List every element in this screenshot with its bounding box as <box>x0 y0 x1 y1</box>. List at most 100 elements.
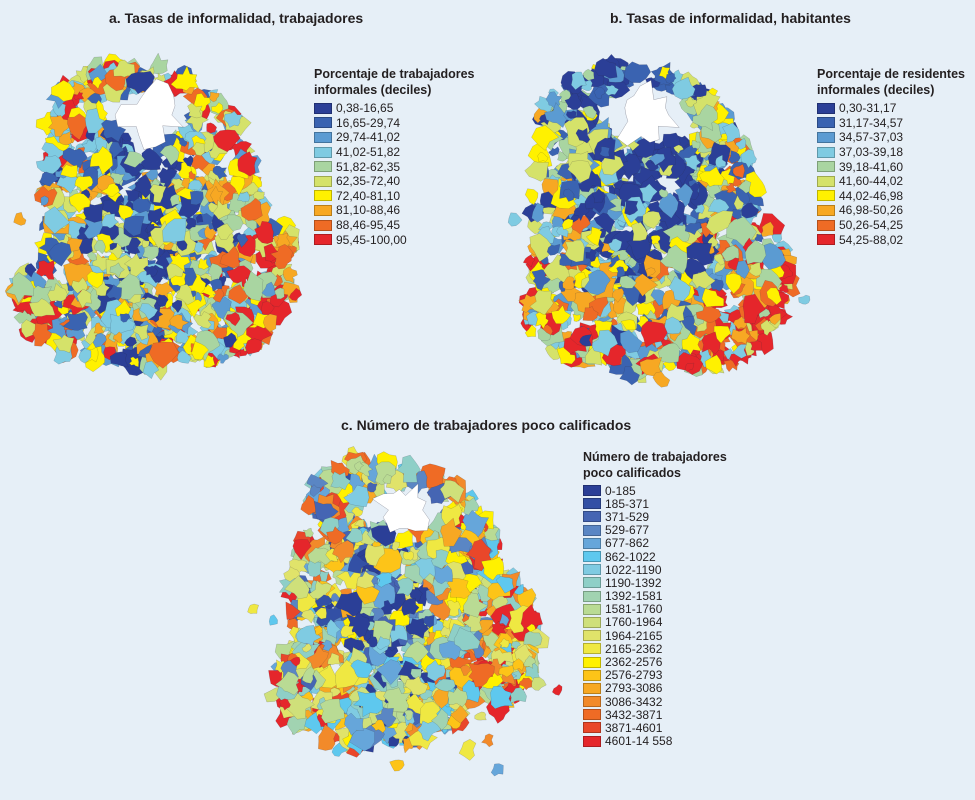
map-polygon <box>155 294 169 307</box>
legend-title-line: Porcentaje de trabajadores <box>314 67 475 81</box>
map-polygon <box>28 298 56 317</box>
map-polygon <box>658 188 669 198</box>
panel-b-legend: Porcentaje de residentes informales (deci… <box>817 66 965 247</box>
map-polygon <box>619 275 637 289</box>
map-polygon <box>524 324 537 338</box>
map-polygon <box>245 338 262 355</box>
map-polygon <box>758 308 771 319</box>
map-polygon <box>563 188 575 202</box>
map-polygon <box>152 282 175 301</box>
map-polygon <box>439 480 465 504</box>
map-polygon <box>619 329 643 354</box>
map-polygon <box>450 704 469 724</box>
map-polygon <box>198 258 210 271</box>
map-polygon <box>370 719 386 733</box>
map-polygon <box>174 284 195 306</box>
map-polygon <box>92 76 103 90</box>
map-polygon <box>228 284 250 305</box>
legend-label: 2576-2793 <box>605 668 663 683</box>
legend-label: 1760-1964 <box>605 615 663 630</box>
map-polygon <box>551 304 571 324</box>
legend-swatch <box>583 577 601 589</box>
map-hole <box>114 78 184 150</box>
map-polygon <box>658 220 669 231</box>
map-polygon <box>93 239 106 255</box>
legend-item: 44,02-46,98 <box>817 189 965 204</box>
panel-c-map <box>247 446 563 777</box>
map-polygon <box>552 684 563 696</box>
legend-item: 185-371 <box>583 497 727 511</box>
legend-label: 3871-4601 <box>605 720 663 735</box>
map-polygon <box>593 212 616 235</box>
legend-item: 2362-2576 <box>583 655 727 670</box>
map-polygon <box>431 708 449 731</box>
map-polygon <box>673 144 685 154</box>
map-polygon <box>225 312 241 327</box>
map-polygon <box>531 676 547 691</box>
map-polygon <box>285 601 301 620</box>
map-polygon <box>572 313 581 322</box>
map-polygon <box>83 202 104 223</box>
map-polygon <box>356 570 375 589</box>
map-polygon <box>345 527 363 543</box>
map-polygon <box>159 144 180 166</box>
map-polygon <box>353 691 384 718</box>
map-polygon <box>282 266 298 284</box>
map-polygon <box>401 597 420 616</box>
map-polygon <box>236 191 250 203</box>
map-polygon <box>292 539 312 561</box>
map-polygon <box>640 320 668 348</box>
map-polygon <box>162 218 187 243</box>
map-polygon <box>240 197 263 221</box>
map-polygon <box>582 306 599 321</box>
legend-label: 62,35-72,40 <box>336 174 401 189</box>
map-polygon <box>522 254 536 268</box>
map-polygon <box>67 113 89 141</box>
legend-swatch <box>817 219 835 231</box>
map-polygon <box>623 61 651 83</box>
map-polygon <box>193 311 212 329</box>
map-polygon <box>624 199 639 216</box>
legend-swatch <box>314 219 332 231</box>
map-polygon <box>252 191 265 201</box>
map-polygon <box>430 549 452 570</box>
map-polygon <box>676 351 704 375</box>
map-polygon <box>89 146 114 176</box>
legend-item: 4601-14 558 <box>583 734 727 748</box>
legend-title-line: informales (deciles) <box>314 83 432 97</box>
map-polygon <box>498 637 510 649</box>
map-polygon <box>650 235 661 245</box>
legend-label: 2793-3086 <box>605 681 663 696</box>
map-polygon <box>694 204 705 214</box>
map-polygon <box>194 291 203 302</box>
map-polygon <box>642 210 662 229</box>
legend-swatch <box>583 656 601 668</box>
legend-item: 54,25-88,02 <box>817 232 965 247</box>
map-polygon <box>798 294 811 305</box>
map-polygon <box>575 127 591 144</box>
map-polygon <box>88 63 108 83</box>
legend-swatch <box>583 696 601 708</box>
map-polygon <box>229 175 246 197</box>
map-polygon <box>710 278 724 292</box>
map-polygon <box>698 166 725 187</box>
map-polygon <box>86 271 104 289</box>
map-polygon <box>491 620 507 637</box>
map-polygon <box>78 348 92 364</box>
map-polygons <box>507 54 811 388</box>
map-polygon <box>219 245 240 269</box>
legend-swatch <box>583 564 601 576</box>
map-polygon <box>402 640 429 664</box>
legend-title: Número de trabajadores poco calificados <box>583 449 727 481</box>
legend-swatch <box>314 204 332 216</box>
map-polygon <box>759 221 774 237</box>
legend-label: 2165-2362 <box>605 641 663 656</box>
legend-item: 31,17-34,57 <box>817 116 965 131</box>
map-polygon <box>209 278 223 292</box>
legend-label: 2362-2576 <box>605 655 663 670</box>
map-polygon <box>36 259 55 280</box>
legend-label: 54,25-88,02 <box>839 232 904 247</box>
map-polygon <box>659 244 689 275</box>
legend-item: 1392-1581 <box>583 589 727 603</box>
legend-item: 371-529 <box>583 510 727 524</box>
